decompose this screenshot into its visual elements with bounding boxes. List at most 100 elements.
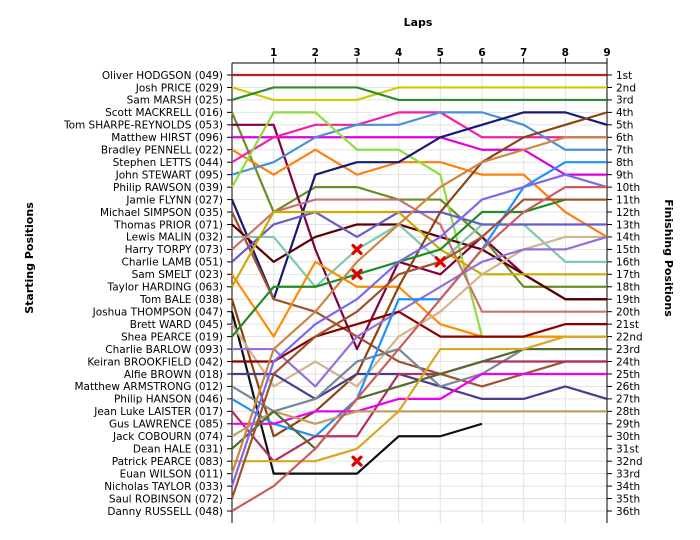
starting-rider-label: Charlie LAMB (051) <box>122 257 223 269</box>
finishing-position-label: 26th <box>616 381 640 393</box>
starting-rider-label: Gus LAWRENCE (085) <box>109 419 223 431</box>
finishing-position-label: 25th <box>616 369 640 381</box>
starting-rider-label: John STEWART (095) <box>115 169 223 181</box>
starting-rider-label: Thomas PRIOR (071) <box>113 219 223 231</box>
finishing-position-label: 3rd <box>616 95 633 107</box>
finishing-position-label: 31st <box>616 444 639 456</box>
starting-rider-label: Danny RUSSELL (048) <box>107 506 223 518</box>
starting-rider-label: Sam SMELT (023) <box>132 269 223 281</box>
finishing-position-label: 1st <box>616 70 632 82</box>
series-line-30 <box>231 410 607 438</box>
finishing-position-label: 16th <box>616 257 640 269</box>
finishing-position-label: 36th <box>616 506 640 518</box>
axis-labels: Oliver HODGSON (049)Josh PRICE (029)Sam … <box>63 47 643 518</box>
finishing-position-label: 6th <box>616 132 633 144</box>
series-line-6 <box>232 136 607 176</box>
lap-tick-label: 4 <box>395 47 402 59</box>
lap-tick-label: 1 <box>270 47 277 59</box>
chart-title: Laps <box>404 16 433 29</box>
series-line-22 <box>231 198 607 338</box>
starting-rider-label: Charlie BARLOW (093) <box>105 344 223 356</box>
finishing-position-label: 21st <box>616 319 639 331</box>
starting-rider-label: Oliver HODGSON (049) <box>102 70 223 82</box>
retired-marker-icon <box>351 455 363 467</box>
ylabel-right: Finishing Positions <box>662 199 675 317</box>
series-line-11 <box>230 111 608 301</box>
starting-rider-label: Tom SHARPE-REYNOLDS (053) <box>63 120 223 132</box>
finishing-position-label: 35th <box>616 493 640 505</box>
finishing-position-label: 8th <box>616 157 633 169</box>
finishing-position-label: 13th <box>616 219 640 231</box>
series-line-3 <box>231 86 607 102</box>
plot-area <box>232 63 607 523</box>
lap-tick-label: 2 <box>312 47 319 59</box>
finishing-position-label: 2nd <box>616 82 636 94</box>
starting-rider-label: Scott MACKRELL (016) <box>105 107 223 119</box>
series-line-20 <box>230 311 483 475</box>
ylabel-left: Starting Positions <box>23 202 36 314</box>
starting-rider-label: Matthew ARMSTRONG (012) <box>74 381 223 393</box>
starting-rider-label: Philip HANSON (046) <box>114 394 223 406</box>
starting-rider-label: Tom BALE (038) <box>139 294 223 306</box>
retired-marker-icon <box>351 268 363 280</box>
series-line-9 <box>231 111 607 176</box>
retired-cross <box>434 256 446 268</box>
retired-markers <box>351 243 446 467</box>
starting-rider-label: Alfie BROWN (018) <box>124 369 223 381</box>
starting-rider-label: Bradley PENNELL (022) <box>101 145 223 157</box>
finishing-position-label: 28th <box>616 406 640 418</box>
starting-rider-label: Patrick PEARCE (083) <box>112 456 223 468</box>
series-line-17 <box>231 260 607 338</box>
starting-rider-label: Harry TORPY (073) <box>125 244 223 256</box>
series-lines <box>230 73 608 512</box>
starting-rider-label: Shea PEARCE (019) <box>121 331 223 343</box>
starting-rider-label: Saul ROBINSON (072) <box>109 493 223 505</box>
series-line-34 <box>230 173 608 487</box>
series-line-16 <box>231 210 607 263</box>
starting-rider-label: Joshua THOMPSON (047) <box>92 306 223 318</box>
retired-marker-icon <box>434 256 446 268</box>
series-line-2 <box>231 86 607 102</box>
finishing-position-label: 27th <box>616 394 640 406</box>
finishing-position-label: 23rd <box>616 344 640 356</box>
finishing-position-label: 17th <box>616 269 640 281</box>
finishing-position-label: 12th <box>616 207 640 219</box>
starting-rider-label: Jean Luke LAISTER (017) <box>93 406 223 418</box>
starting-rider-label: Sam MARSH (025) <box>127 95 223 107</box>
lap-tick-label: 6 <box>478 47 485 59</box>
finishing-position-label: 19th <box>616 294 640 306</box>
finishing-position-label: 14th <box>616 232 640 244</box>
retired-cross <box>351 455 363 467</box>
lap-tick-label: 5 <box>437 47 444 59</box>
finishing-position-label: 24th <box>616 356 640 368</box>
starting-rider-label: Josh PRICE (029) <box>135 82 223 94</box>
series-line-36 <box>231 186 607 512</box>
finishing-position-label: 20th <box>616 306 640 318</box>
starting-rider-label: Michael SIMPSON (035) <box>100 207 223 219</box>
lap-tick-label: 3 <box>353 47 360 59</box>
series-line-33 <box>230 136 607 474</box>
series-line-18 <box>231 210 607 288</box>
finishing-position-label: 9th <box>616 169 633 181</box>
lap-tick-label: 7 <box>520 47 527 59</box>
finishing-position-label: 34th <box>616 481 640 493</box>
finishing-position-label: 32nd <box>616 456 643 468</box>
starting-rider-label: Brett WARD (045) <box>130 319 223 331</box>
finishing-position-label: 11th <box>616 194 640 206</box>
starting-rider-label: Keiran BROOKFIELD (042) <box>87 356 223 368</box>
starting-rider-label: Matthew HIRST (096) <box>111 132 223 144</box>
lap-tick-label: 8 <box>562 47 569 59</box>
starting-rider-label: Jamie FLYNN (027) <box>125 194 223 206</box>
lap-tick-label: 9 <box>603 47 610 59</box>
starting-rider-label: Philip RAWSON (039) <box>113 182 223 194</box>
finishing-position-label: 5th <box>616 120 633 132</box>
finishing-position-label: 4th <box>616 107 633 119</box>
axes <box>227 58 612 523</box>
retired-cross <box>351 268 363 280</box>
finishing-position-label: 10th <box>616 182 640 194</box>
series-line-32 <box>232 335 607 463</box>
finishing-position-label: 30th <box>616 431 640 443</box>
series-line-28 <box>231 360 607 463</box>
starting-rider-label: Jack COBOURN (074) <box>112 431 223 443</box>
